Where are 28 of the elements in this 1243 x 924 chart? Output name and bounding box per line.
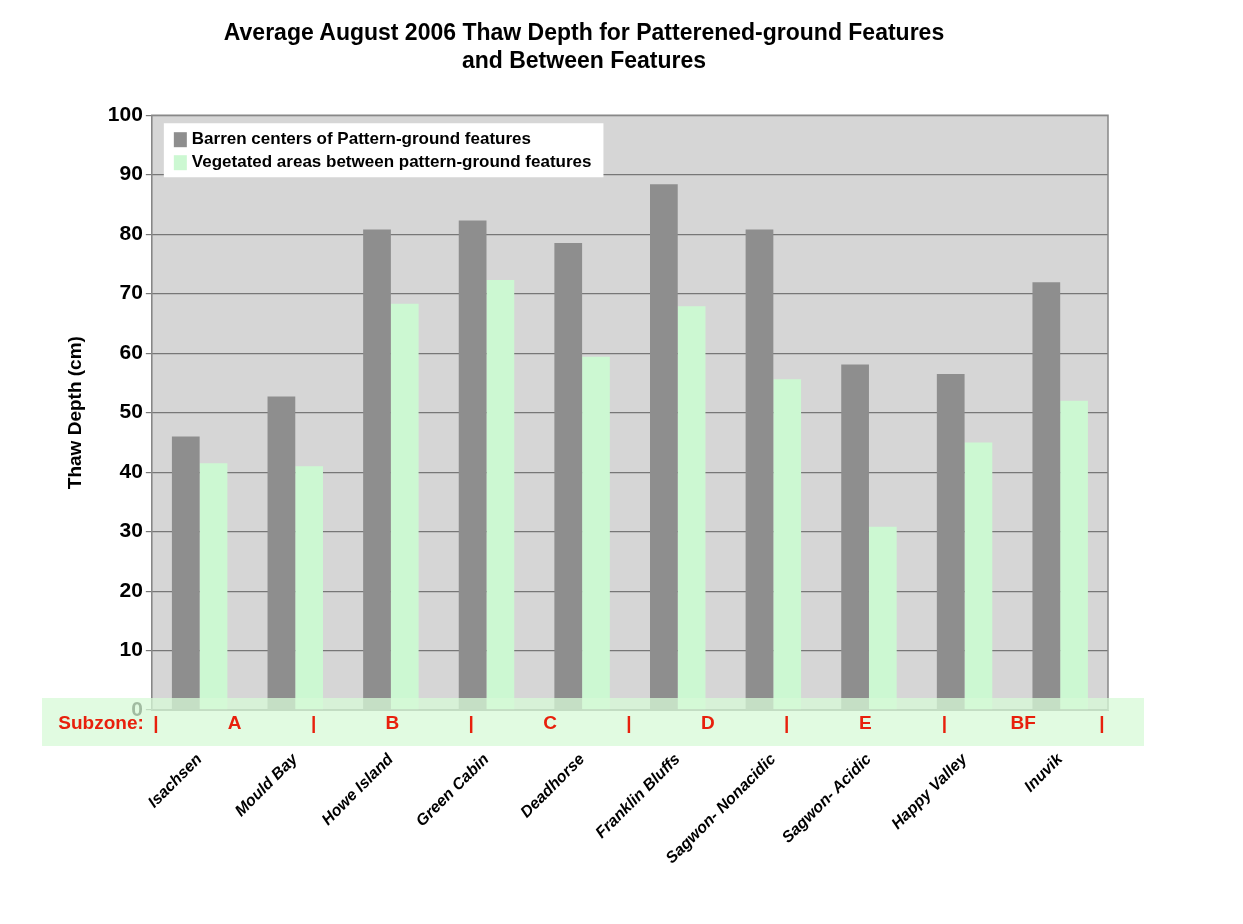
- legend-label: Barren centers of Pattern-ground features: [191, 129, 531, 149]
- text: Average August 2006 Thaw Depth for Patterened-ground Features: [223, 19, 945, 46]
- text: |: [310, 712, 317, 734]
- text: D: [700, 712, 715, 734]
- y-tick-label: 60: [119, 339, 143, 363]
- text: A: [227, 712, 242, 734]
- text: |: [941, 712, 947, 734]
- text: BF: [1010, 712, 1036, 734]
- text: |: [783, 712, 790, 734]
- text: and Between Features: [461, 46, 707, 73]
- y-tick-label: 80: [119, 220, 143, 244]
- text: C: [543, 712, 558, 734]
- y-tick-label: 10: [119, 637, 143, 661]
- y-axis-title: Thaw Depth (cm): [63, 336, 85, 490]
- y-tick-label: 50: [119, 399, 143, 423]
- legend-label: Vegetated areas between pattern-ground features: [191, 152, 592, 172]
- y-tick-label: 100: [107, 102, 143, 125]
- text: |: [626, 712, 632, 734]
- y-tick-label: 20: [119, 577, 143, 601]
- y-tick-label: 90: [119, 161, 143, 185]
- y-tick-label: 70: [119, 280, 143, 304]
- text: E: [859, 712, 872, 734]
- text: |: [468, 712, 474, 734]
- y-tick-label: 40: [119, 458, 143, 482]
- text: B: [385, 712, 400, 734]
- text: |: [153, 712, 159, 734]
- text: |: [1099, 712, 1105, 734]
- y-tick-label: 30: [119, 518, 143, 542]
